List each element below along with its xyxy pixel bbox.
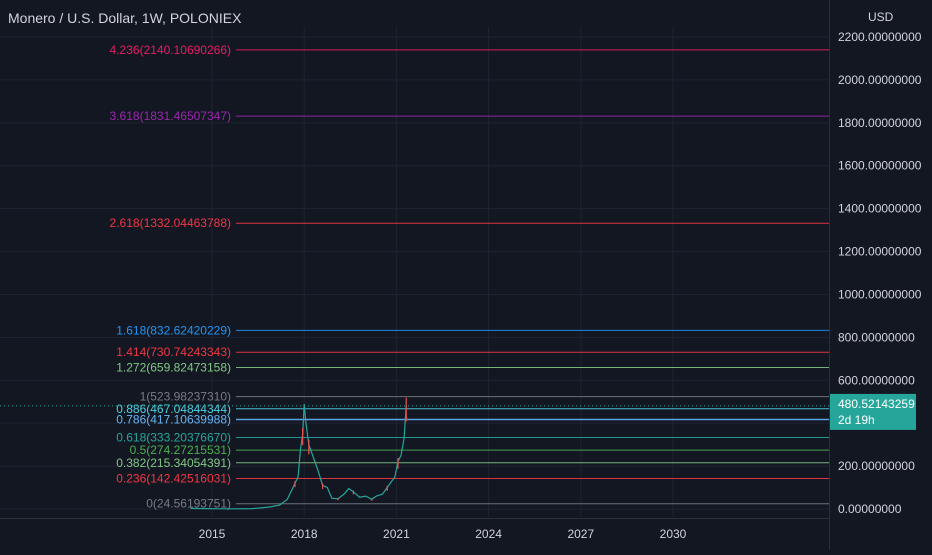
fib-level-label: 1(523.98237310) xyxy=(140,390,231,404)
price-tag-countdown: 2d 19h xyxy=(838,413,875,427)
fib-level-label: 1.414(730.74243343) xyxy=(116,345,231,359)
fib-level-label: 0.382(215.34054391) xyxy=(116,456,231,470)
y-tick-label: 1400.00000000 xyxy=(838,202,922,216)
fib-level-label: 0.886(467.04844344) xyxy=(116,402,231,416)
y-tick-label: 2000.00000000 xyxy=(838,73,922,87)
fib-level-label: 0.618(333.20376670) xyxy=(116,431,231,445)
x-tick-label: 2015 xyxy=(199,527,226,541)
y-tick-label: 600.00000000 xyxy=(838,373,915,387)
y-tick-label: 1200.00000000 xyxy=(838,245,922,259)
fib-level-label: 0.236(142.42516031) xyxy=(116,471,231,485)
y-tick-label: 1800.00000000 xyxy=(838,116,922,130)
fib-level-label: 3.618(1831.46507347) xyxy=(110,109,231,123)
fib-level-label: 2.618(1332.04463788) xyxy=(110,216,231,230)
y-tick-label: 1600.00000000 xyxy=(838,159,922,173)
x-tick-label: 2024 xyxy=(475,527,502,541)
fib-level-label: 1.272(659.82473158) xyxy=(116,360,231,374)
fib-level-label: 0(24.56193751) xyxy=(146,497,231,511)
price-tag-value: 480.52143259 xyxy=(838,397,915,411)
x-tick-label: 2018 xyxy=(291,527,318,541)
x-tick-label: 2021 xyxy=(383,527,410,541)
fib-level-label: 0.786(417.10639988) xyxy=(116,413,231,427)
fib-level-label: 1.618(832.62420229) xyxy=(116,323,231,337)
fib-level-label: 4.236(2140.10690266) xyxy=(110,43,231,57)
fib-level-label: 0.5(274.27215531) xyxy=(130,443,231,457)
y-tick-label: 800.00000000 xyxy=(838,330,915,344)
x-tick-label: 2027 xyxy=(567,527,594,541)
price-series-line xyxy=(190,403,407,510)
y-tick-label: 200.00000000 xyxy=(838,459,915,473)
y-tick-label: 2200.00000000 xyxy=(838,30,922,44)
currency-label: USD xyxy=(868,10,894,24)
price-tag xyxy=(830,393,916,430)
y-tick-label: 1000.00000000 xyxy=(838,287,922,301)
x-tick-label: 2030 xyxy=(660,527,687,541)
y-tick-label: 0.00000000 xyxy=(838,502,902,516)
chart-title: Monero / U.S. Dollar, 1W, POLONIEX xyxy=(8,10,242,26)
